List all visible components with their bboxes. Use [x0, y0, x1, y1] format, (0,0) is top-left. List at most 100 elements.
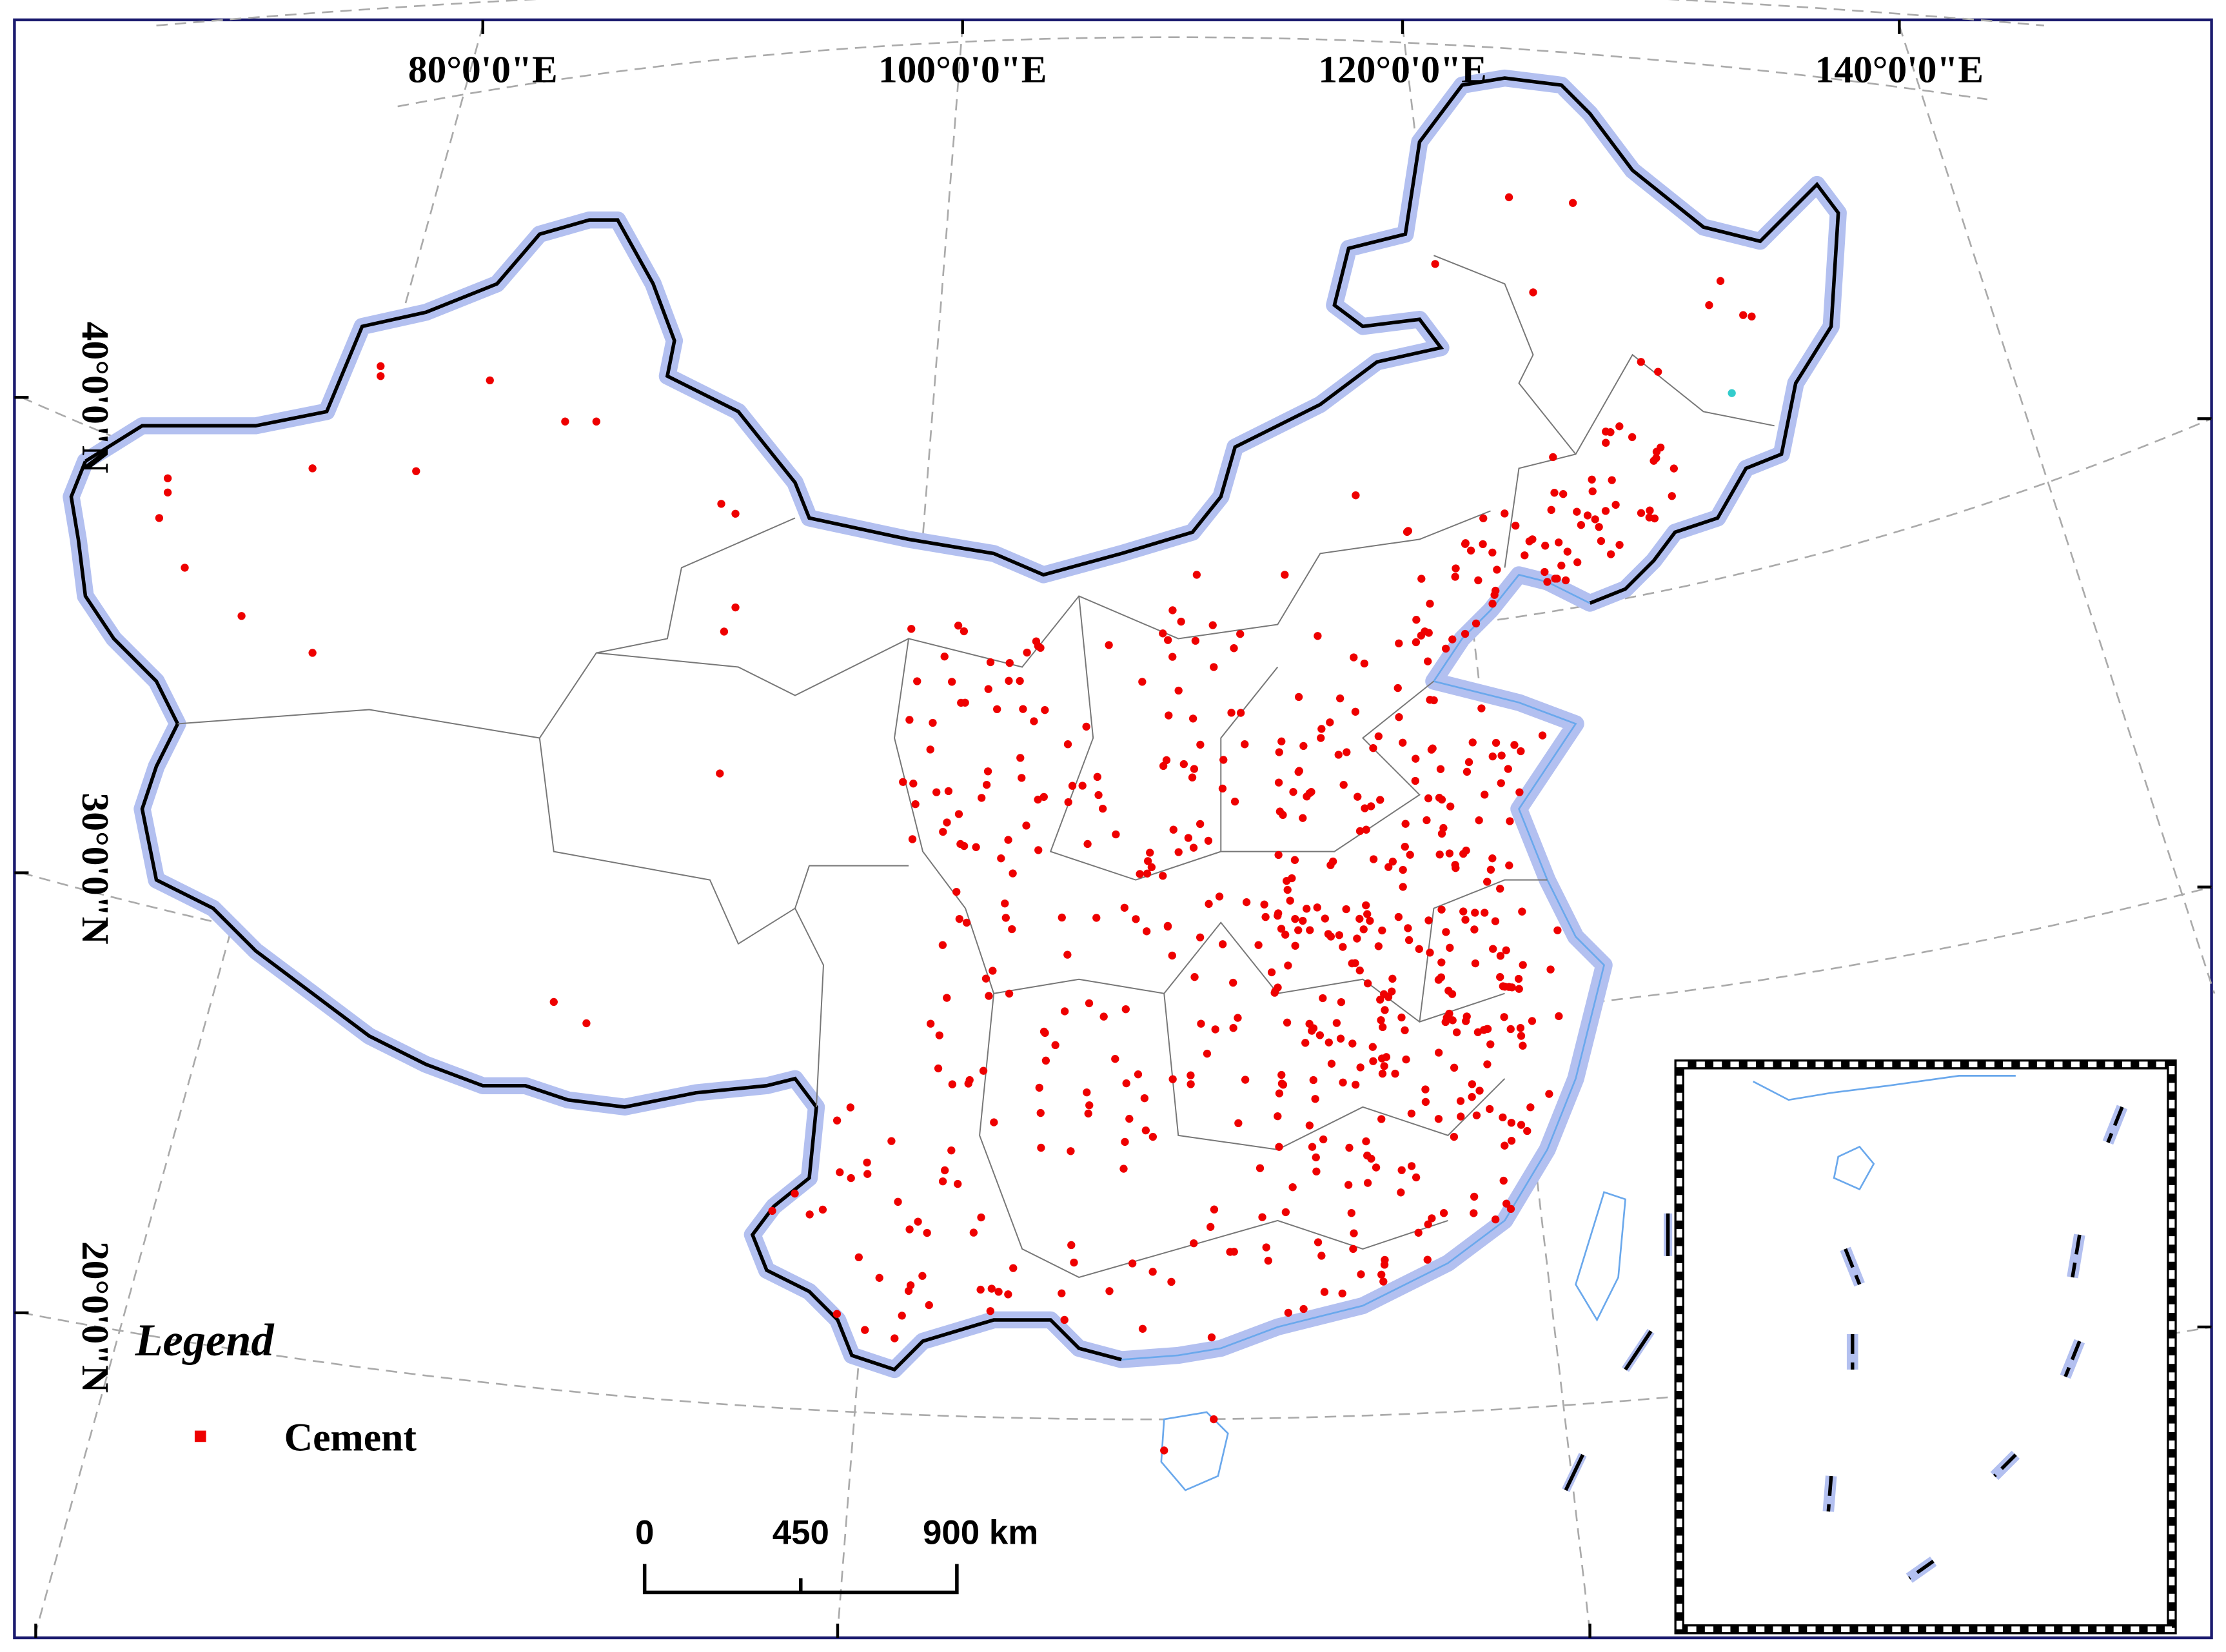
facility-point — [1515, 788, 1524, 796]
facility-point — [1001, 914, 1010, 922]
facility-point — [943, 818, 951, 827]
facility-point — [1486, 1040, 1495, 1048]
facility-point — [1491, 917, 1500, 925]
facility-point — [1505, 861, 1513, 870]
facility-point — [1188, 773, 1197, 782]
facility-point — [1611, 500, 1620, 509]
meridian — [836, 25, 964, 1633]
hainan — [1160, 1411, 1229, 1491]
facility-point — [1105, 641, 1113, 649]
facility-point — [1093, 772, 1101, 782]
facility-point — [1437, 829, 1446, 838]
facility-point — [1005, 989, 1014, 998]
facility-point — [1355, 827, 1364, 836]
facility-point — [1395, 639, 1403, 647]
facility-point — [1162, 756, 1171, 765]
land-border — [84, 76, 1840, 605]
facility-point — [1381, 1006, 1389, 1014]
facility-point — [1483, 1060, 1492, 1068]
facility-point — [1468, 738, 1477, 747]
facility-point — [938, 1177, 947, 1186]
facility-point — [1306, 926, 1314, 934]
facility-point — [1470, 925, 1479, 934]
facility-point — [1177, 617, 1185, 626]
facility-point — [1343, 748, 1351, 756]
facility-point — [1274, 1112, 1282, 1121]
facility-point — [1063, 740, 1072, 749]
facility-point — [1426, 949, 1434, 957]
facility-point — [1338, 1289, 1346, 1298]
facility-point — [1035, 1083, 1043, 1092]
facility-point — [906, 1281, 915, 1290]
facility-point — [948, 1080, 957, 1088]
facility-point — [1475, 816, 1483, 825]
facility-point — [979, 1067, 988, 1075]
facility-point — [1384, 863, 1393, 871]
facility-point — [1138, 678, 1147, 686]
facility-point — [1277, 925, 1286, 933]
facility-point — [1328, 857, 1337, 866]
facility-point — [1606, 550, 1615, 558]
map-line — [1826, 1475, 1833, 1512]
facility-point — [1628, 433, 1637, 442]
map-line — [1844, 1248, 1862, 1285]
facility-point — [1591, 515, 1599, 524]
facility-point — [861, 1326, 869, 1334]
facility-point — [925, 1301, 933, 1310]
facility-point — [1545, 1090, 1553, 1098]
facility-point — [1501, 509, 1509, 518]
longitude-label: 80°0'0"E — [408, 48, 558, 91]
map-line — [1419, 879, 1548, 1022]
facility-point — [836, 1168, 844, 1177]
facility-point — [943, 994, 951, 1002]
facility-point — [1205, 900, 1213, 908]
facility-point — [1165, 711, 1173, 720]
facility-point — [1281, 571, 1289, 579]
facility-point — [1412, 638, 1421, 647]
facility-point — [1401, 820, 1410, 828]
facility-point — [1557, 561, 1566, 570]
facility-point — [907, 625, 916, 633]
facility-point — [960, 627, 969, 636]
facility-point — [1009, 869, 1017, 878]
facility-point — [1167, 1277, 1176, 1286]
facility-point — [1188, 714, 1197, 723]
meridian — [1898, 25, 2216, 994]
facility-point — [1210, 1415, 1218, 1424]
facility-point — [1141, 1126, 1150, 1135]
facility-point — [1037, 1143, 1045, 1152]
facility-point — [1210, 1205, 1219, 1214]
facility-point — [1207, 1333, 1216, 1342]
facility-point — [1492, 738, 1501, 747]
facility-point — [1608, 476, 1616, 484]
facility-point — [1295, 767, 1303, 775]
facility-point — [1301, 1039, 1310, 1047]
facility-point — [1553, 926, 1562, 934]
facility-point — [1496, 952, 1505, 960]
facility-point — [1395, 713, 1403, 722]
facility-point — [1461, 539, 1470, 547]
facility-point — [1009, 1264, 1018, 1272]
facility-point — [1032, 637, 1041, 645]
facility-point — [1497, 751, 1506, 760]
facility-point — [1039, 792, 1048, 801]
facility-point — [1019, 705, 1027, 713]
facility-point — [1512, 522, 1520, 530]
facility-point — [1471, 909, 1479, 917]
facility-point — [1399, 865, 1407, 874]
facility-point — [1437, 958, 1446, 967]
facility-point — [1483, 878, 1492, 886]
facility-point — [984, 685, 992, 693]
facility-point — [1451, 573, 1459, 581]
facility-point — [1468, 1093, 1476, 1101]
facility-point — [1417, 631, 1426, 640]
facility-point — [863, 1170, 872, 1178]
facility-point — [1481, 791, 1489, 799]
facility-point — [1452, 564, 1460, 573]
facility-point — [1379, 1023, 1387, 1032]
facility-point — [1637, 358, 1645, 366]
facility-point — [1289, 788, 1297, 796]
facility-point — [1227, 709, 1236, 717]
